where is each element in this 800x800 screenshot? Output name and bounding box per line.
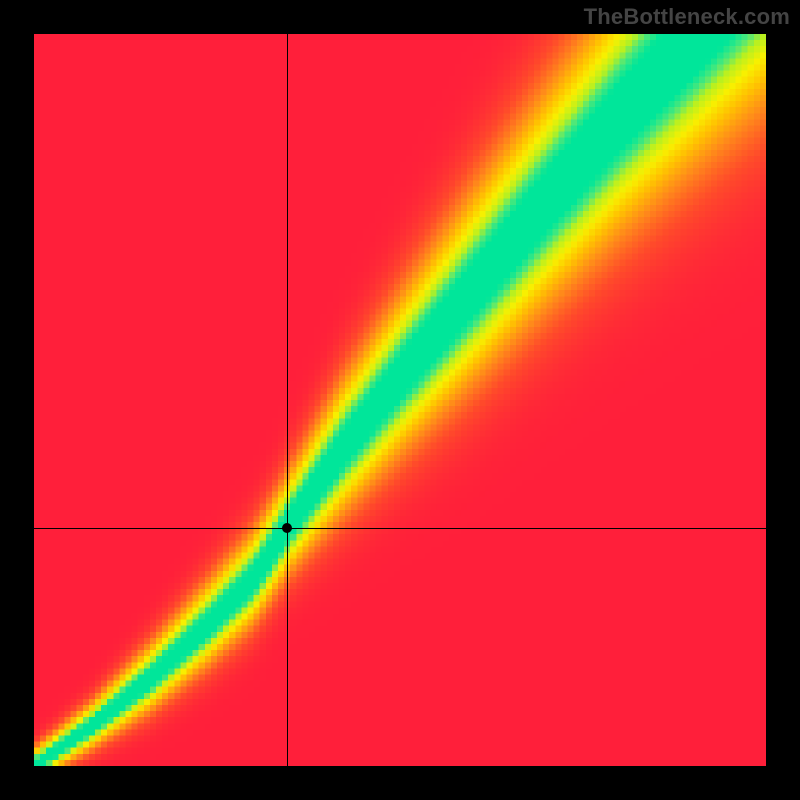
watermark-text: TheBottleneck.com	[584, 4, 790, 30]
chart-frame: TheBottleneck.com	[0, 0, 800, 800]
crosshair-vertical	[287, 34, 288, 766]
crosshair-horizontal	[34, 528, 766, 529]
heatmap-plot-area	[34, 34, 766, 766]
heatmap-canvas	[34, 34, 766, 766]
bottleneck-marker-dot	[282, 523, 292, 533]
